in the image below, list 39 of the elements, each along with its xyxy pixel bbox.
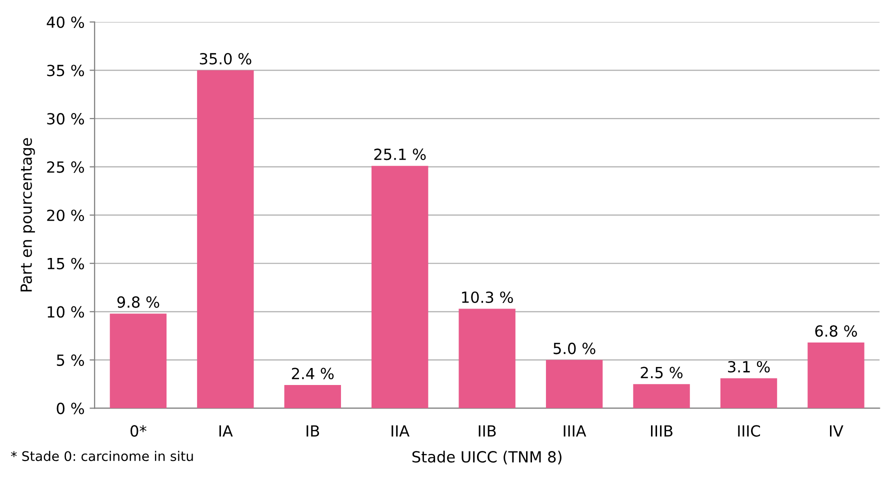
bar — [458, 308, 516, 408]
data-label: 2.5 % — [640, 366, 683, 378]
y-tick-label: 0 % — [56, 402, 84, 414]
x-tick-label: IIIC — [738, 425, 760, 437]
x-tick-label: IIA — [392, 425, 410, 436]
y-tick-label: 20 % — [47, 210, 84, 222]
data-label: 5.0 % — [554, 342, 596, 354]
y-tick-label: 30 % — [47, 113, 84, 125]
y-tick-label: 25 % — [47, 161, 84, 173]
bar — [110, 314, 167, 408]
y-tick-label: 10 % — [48, 306, 84, 318]
bar — [197, 70, 254, 408]
bar — [720, 378, 778, 408]
data-label: 35.0 % — [200, 52, 252, 65]
data-label: 3.1 % — [728, 360, 770, 373]
y-tick-label: 15 % — [48, 258, 84, 270]
bar — [546, 360, 603, 408]
text: * Stade 0: carcinome in situ — [11, 450, 193, 462]
y-tick-label: 5 % — [56, 354, 84, 366]
bar — [372, 166, 428, 408]
y-tick-label: 40 % — [46, 16, 84, 28]
x-axis-title: Stade UICC (TNM 8) — [412, 450, 562, 464]
x-tick-label: IIIB — [651, 425, 672, 436]
x-tick-label: IB — [306, 425, 320, 436]
x-tick-label: IV — [830, 425, 844, 436]
y-axis-title: Part en pourcentage — [20, 138, 35, 292]
x-tick-label: IIIA — [564, 425, 586, 436]
data-label: 9.8 % — [117, 296, 160, 308]
y-tick-label: 35 % — [47, 64, 84, 76]
x-tick-label: IIB — [478, 425, 496, 436]
data-label: 25.1 % — [374, 148, 426, 160]
data-label: 6.8 % — [815, 325, 857, 337]
bar — [633, 384, 690, 408]
bar — [808, 342, 864, 408]
bar — [284, 385, 341, 408]
data-label: 10.3 % — [462, 291, 513, 304]
data-label: 2.4 % — [292, 368, 334, 380]
x-tick-label: 0* — [130, 425, 146, 437]
x-tick-label: IA — [219, 425, 233, 436]
